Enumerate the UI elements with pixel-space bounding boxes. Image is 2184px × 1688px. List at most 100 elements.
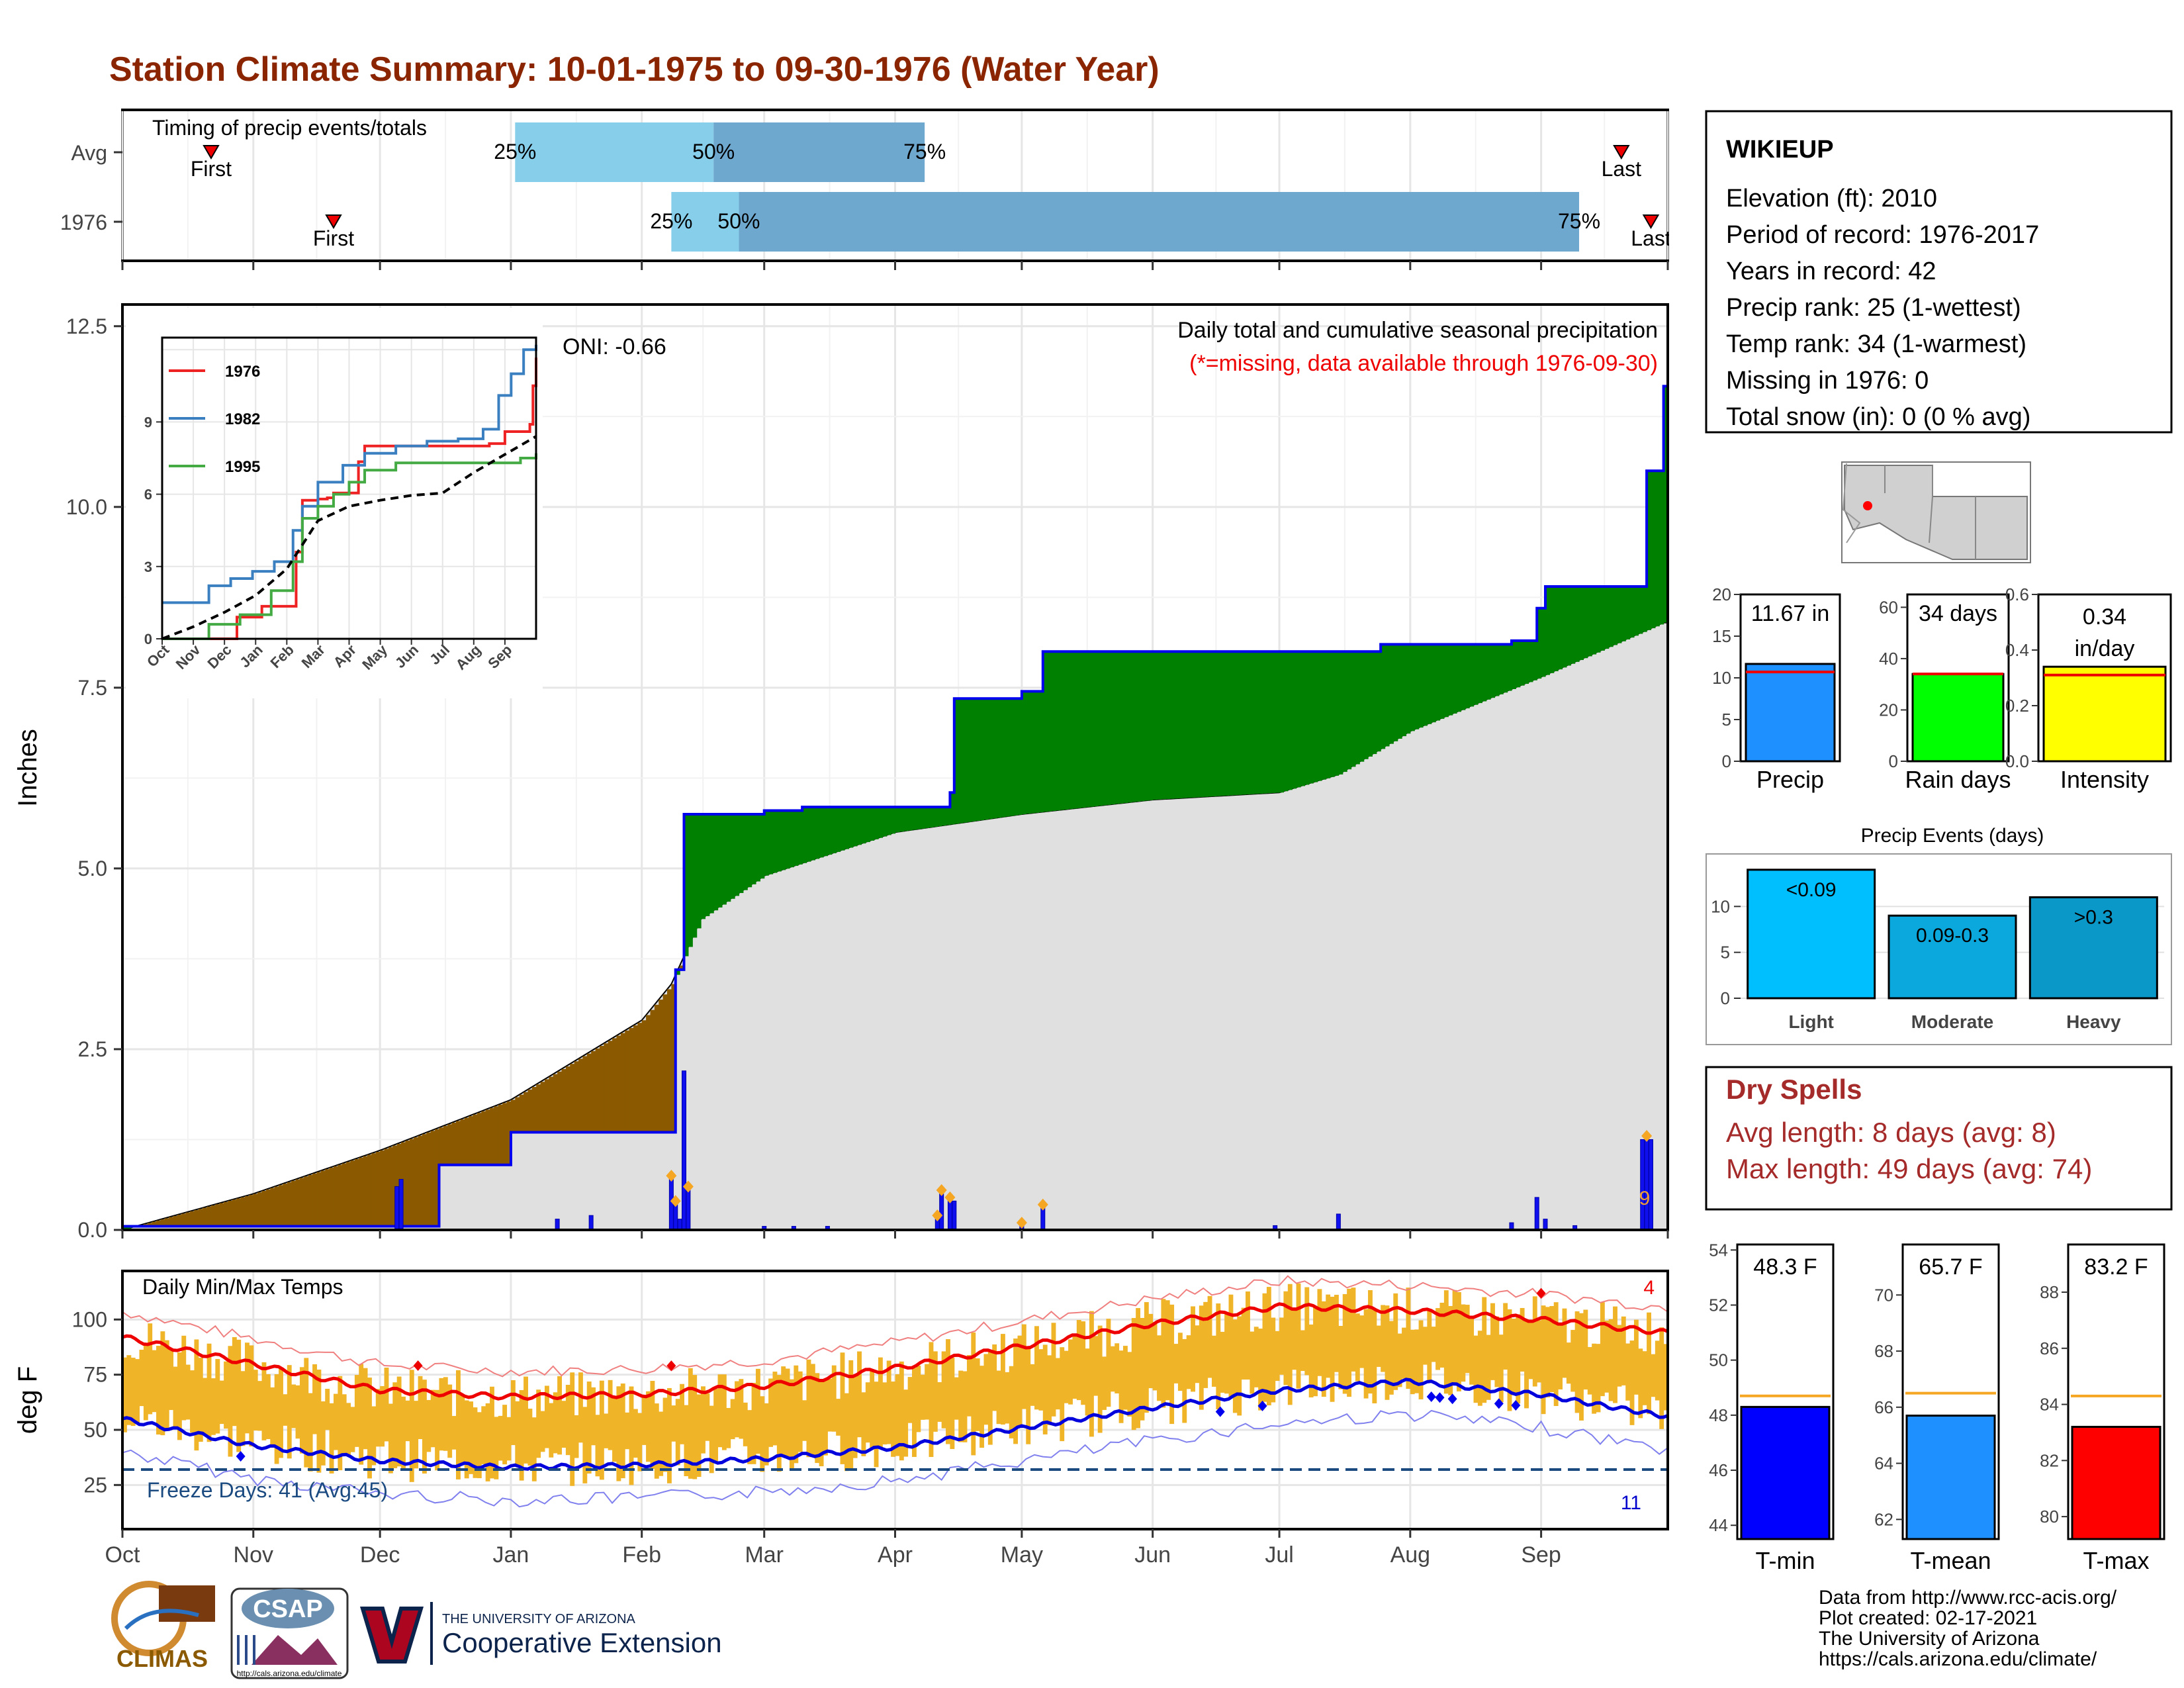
- deficit-area: [375, 1152, 381, 1227]
- summary-label: Rain days: [1905, 766, 2011, 793]
- tbar-value-label: 65.7 F: [1919, 1254, 1982, 1280]
- deficit-area: [439, 1127, 444, 1165]
- daily-temp-bar: [329, 1403, 334, 1474]
- daily-temp-bar: [1558, 1323, 1563, 1389]
- surplus-area: [1435, 644, 1441, 721]
- summary-ytick-label: 10: [1712, 668, 1731, 688]
- inset-ytick-label: 0: [144, 631, 152, 647]
- daily-temp-bar: [1186, 1335, 1191, 1389]
- daily-temp-bar: [1608, 1319, 1614, 1401]
- daily-temp-bar: [1220, 1331, 1225, 1393]
- daily-temp-bar: [1064, 1350, 1069, 1403]
- daily-temp-bar: [819, 1381, 824, 1467]
- daily-temp-bar: [1051, 1323, 1056, 1417]
- daily-temp-bar: [831, 1365, 837, 1432]
- daily-temp-bar: [1009, 1366, 1014, 1438]
- surplus-area: [1566, 586, 1571, 666]
- daily-temp-bar: [848, 1360, 854, 1471]
- events-bar-label: Heavy: [2066, 1011, 2121, 1032]
- surplus-area: [1498, 644, 1504, 694]
- daily-temp-bar: [540, 1411, 545, 1452]
- deficit-area: [654, 1004, 659, 1133]
- daily-temp-bar: [565, 1384, 570, 1456]
- daily-temp-bar: [160, 1331, 165, 1436]
- daily-temp-bar: [1617, 1325, 1622, 1387]
- daily-temp-bar: [346, 1403, 351, 1455]
- tbar-ytick-label: 68: [1874, 1341, 1893, 1361]
- surplus-area: [1211, 651, 1216, 797]
- daily-temp-bar: [498, 1415, 503, 1461]
- surplus-area: [941, 807, 946, 826]
- surplus-area: [996, 698, 1001, 818]
- tbar-label: T-max: [2083, 1547, 2149, 1574]
- timing-first-marker: [203, 145, 220, 160]
- daily-temp-bar: [620, 1383, 625, 1479]
- daily-temp-bar: [781, 1366, 786, 1455]
- record-low-envelope: [122, 1409, 1668, 1508]
- daily-temp-bar: [1131, 1318, 1136, 1430]
- deficit-area: [287, 1182, 292, 1227]
- timing-bar-25-50: [515, 122, 714, 182]
- daily-temp-bar: [1123, 1346, 1128, 1410]
- surplus-area: [1431, 644, 1436, 723]
- surplus-area: [1511, 640, 1516, 689]
- daily-temp-bar: [785, 1368, 790, 1458]
- surplus-area: [1494, 644, 1500, 696]
- surplus-area: [1173, 651, 1179, 799]
- surplus-area: [1621, 586, 1626, 641]
- surplus-area: [1600, 586, 1605, 651]
- inset-ytick-label: 3: [144, 559, 152, 575]
- daily-temp-bar: [578, 1372, 583, 1443]
- daily-temp-bar: [1030, 1364, 1035, 1406]
- surplus-area: [797, 810, 803, 865]
- daily-temp-bar: [666, 1387, 672, 1483]
- daily-precip-bar: [686, 1186, 691, 1231]
- surplus-area: [1021, 691, 1026, 814]
- surplus-area: [1304, 651, 1310, 785]
- month-label: Jan: [493, 1542, 529, 1568]
- daily-temp-bar: [1148, 1313, 1154, 1389]
- surplus-area: [950, 792, 955, 825]
- surplus-area: [1220, 651, 1225, 796]
- record-low-marker: [1511, 1400, 1521, 1411]
- events-title: Precip Events (days): [1861, 825, 2044, 847]
- daily-temp-bar: [755, 1368, 760, 1454]
- deficit-area: [152, 1221, 157, 1227]
- daily-precip-marker: [944, 1191, 956, 1203]
- daily-temp-bar: [768, 1378, 773, 1447]
- daily-temp-bar: [1528, 1320, 1533, 1380]
- daily-precip-bar: [939, 1190, 944, 1231]
- station-frame: [1705, 110, 2173, 434]
- daily-precip-marker: [682, 1180, 694, 1193]
- timing-title: Timing of precip events/totals: [152, 116, 427, 140]
- timing-last-marker: [1613, 145, 1630, 160]
- month-label: Oct: [105, 1542, 140, 1568]
- events-bar-label: Moderate: [1911, 1011, 1993, 1032]
- summary-ytick-label: 5: [1722, 710, 1731, 729]
- timing-row-avg-label: Avg: [71, 141, 107, 165]
- deficit-area: [586, 1053, 592, 1133]
- surplus-area: [1152, 651, 1158, 800]
- daily-precip-bar: [1543, 1219, 1548, 1231]
- daily-temp-bar: [210, 1378, 216, 1435]
- daily-temp-bar: [1173, 1344, 1179, 1383]
- surplus-area: [1587, 586, 1592, 657]
- daily-temp-bar: [181, 1335, 187, 1421]
- daily-precip-bar: [677, 1219, 682, 1231]
- surplus-area: [1228, 651, 1234, 796]
- deficit-area: [666, 989, 672, 1133]
- daily-temp-bar: [735, 1381, 739, 1438]
- deficit-area: [257, 1192, 263, 1227]
- surplus-area: [1359, 651, 1365, 762]
- surplus-area: [1596, 586, 1601, 653]
- deficit-area: [177, 1215, 182, 1227]
- surplus-area: [1574, 586, 1580, 662]
- surplus-area: [1651, 471, 1656, 629]
- inset-line-1982: [162, 344, 537, 604]
- daily-temp-bar: [1308, 1324, 1314, 1397]
- surplus-area: [958, 698, 964, 823]
- daily-temp-bar: [1207, 1295, 1212, 1378]
- daily-precip-bar: [398, 1179, 404, 1231]
- daily-temp-bar: [827, 1378, 833, 1432]
- station-period: Period of record: 1976-2017: [1726, 221, 2039, 249]
